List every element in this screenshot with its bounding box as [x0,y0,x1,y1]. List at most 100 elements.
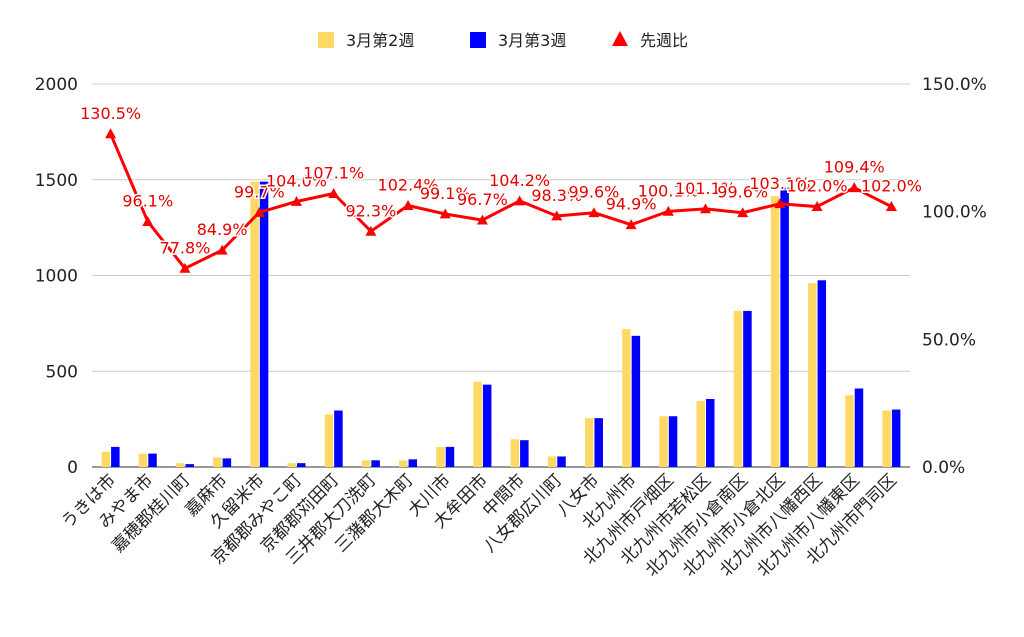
bar-week2 [361,460,371,467]
right-tick-label: 50.0% [922,330,976,350]
bar-week3 [706,399,715,467]
ratio-line [109,133,893,270]
right-axis: 0.0% 50.0% 100.0% 150.0% [922,75,987,478]
bar-week2 [101,451,111,467]
legend-triangle-icon [612,31,628,46]
ratio-point [402,200,414,210]
bar-week2 [547,456,557,467]
bar-week2 [250,181,259,468]
bar-week2 [436,446,445,467]
bar-week2 [175,463,185,467]
legend-label: 先週比 [640,31,688,50]
bar-week3 [445,446,455,467]
bar-week3 [854,388,864,467]
bar-week3 [482,384,492,467]
bar-week2 [399,460,408,467]
legend-item-week3: 3月第3週 [470,31,566,50]
ratio-labels: 130.5% 96.1% 77.8%84.9% 99.7%104.0%107.1% 92… [79,102,924,259]
ratio-point [253,206,265,217]
ratio-data-label: 109.4% [824,158,885,177]
ratio-data-label: 77.8% [160,238,211,257]
ratio-point [476,214,488,225]
ratio-data-label: 99.6% [569,183,620,202]
bar-week3 [408,459,418,467]
ratio-point [811,201,823,211]
bar-week2 [696,400,705,467]
ratio-point [885,201,897,211]
bar-week3 [780,187,789,467]
bar-week3 [594,418,603,467]
bar-week2 [138,453,148,467]
ratio-data-label: 102.0% [861,177,922,196]
ratio-data-label: 104.0% [266,171,327,190]
legend-swatch [470,32,486,48]
ratio-point [848,182,860,193]
ratio-data-label: 92.3% [345,201,396,220]
bar-week3 [520,440,529,467]
ratio-data-label: 94.9% [606,195,657,214]
bar-week3 [668,416,678,467]
ratio-data-label: 102.0% [787,177,848,196]
left-tick-label: 2000 [35,75,78,95]
ratio-point [439,208,451,219]
legend-label: 3月第3週 [498,31,566,50]
ratio-point [514,195,526,206]
bar-week3 [111,446,120,467]
ratio-point [737,207,749,218]
left-tick-label: 0 [67,458,78,478]
ratio-line-path [109,133,893,270]
bar-week2 [770,196,780,467]
ratio-point [774,198,786,209]
bar-week3 [743,310,752,467]
bar-week3 [557,456,566,467]
legend-swatch [318,32,334,48]
legend-label: 3月第2週 [346,31,414,50]
ratio-data-label: 99.6% [717,183,768,202]
bar-week2 [213,457,222,467]
right-tick-label: 100.0% [922,203,987,223]
bars [101,181,901,468]
bar-week2 [659,416,668,467]
ratio-data-label: 130.5% [80,104,141,123]
ratio-data-label: 96.1% [122,192,173,211]
ratio-markers [105,128,897,273]
right-tick-label: 0.0% [922,458,965,478]
left-tick-label: 1000 [35,267,78,287]
bar-week3 [259,181,269,468]
legend-item-ratio: 先週比 [612,31,688,50]
ratio-point [142,216,154,227]
ratio-point [365,225,377,236]
legend: 3月第2週 3月第3週 先週比 [318,31,688,50]
bar-week3 [891,409,901,467]
right-tick-label: 150.0% [922,75,987,95]
ratio-data-label: 107.1% [303,164,364,183]
ratio-point [216,244,228,255]
ratio-point [588,207,600,218]
ratio-point [551,210,563,221]
ratio-data-label: 96.7% [457,190,508,209]
ratio-data-label: 100.1% [638,181,699,200]
ratio-data-label: 99.1% [420,184,471,203]
ratio-point [625,219,637,230]
bar-week3 [148,453,157,467]
ratio-data-label: 98.3% [531,186,582,205]
ratio-point [700,203,711,214]
bar-week2 [510,439,520,467]
ratio-point [662,205,674,216]
bar-week3 [297,463,306,467]
bar-week2 [473,381,482,467]
bar-week2 [845,395,854,467]
bar-week3 [371,460,380,467]
bar-week2 [324,414,334,467]
ratio-data-label: 104.2% [489,171,550,190]
bar-week3 [631,335,641,467]
ratio-data-label: 103.1% [749,174,810,193]
bar-week2 [882,410,891,467]
bar-week3 [222,458,232,467]
ratio-data-label: 102.4% [378,176,439,195]
ratio-point [291,195,302,206]
ratio-point [179,262,191,273]
bar-week2 [622,329,631,467]
